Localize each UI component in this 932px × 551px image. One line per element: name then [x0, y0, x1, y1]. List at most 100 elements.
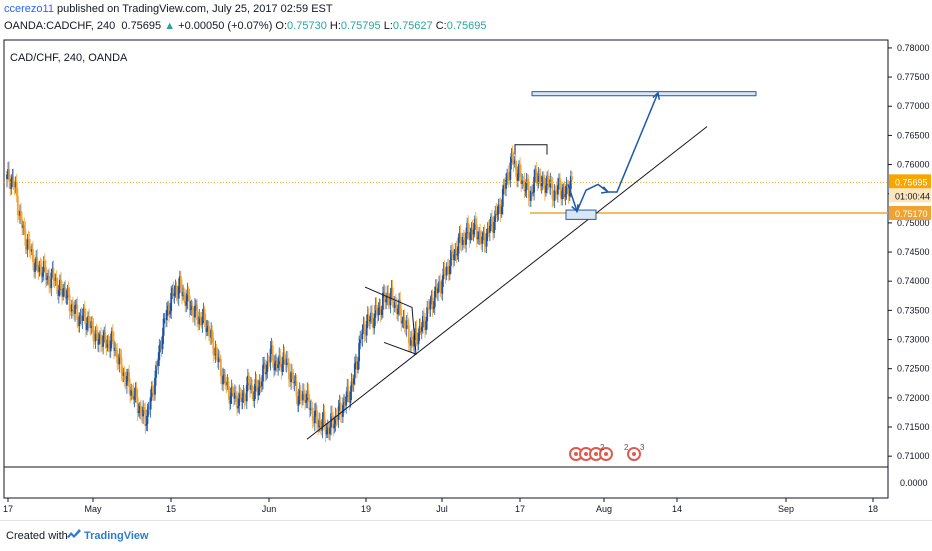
candle-body [370, 312, 372, 320]
candle-body [75, 304, 78, 306]
symbol-label: OANDA:CADCHF, 240 [4, 20, 116, 32]
candle-body [271, 345, 274, 361]
candle-body [184, 295, 187, 306]
candle-body [12, 176, 15, 187]
candle-body [202, 309, 205, 317]
candle-body [319, 420, 322, 426]
x-tick-label: Jun [262, 504, 277, 514]
candle-body [321, 418, 324, 431]
candle-body [276, 360, 278, 369]
candle-body [419, 326, 422, 332]
candle-body [300, 400, 303, 402]
price-chart[interactable]: CAD/CHF, 240, OANDA 0.78000 0.77500 0.7700… [0, 37, 932, 520]
candle-body [240, 393, 243, 403]
price-change: +0.00050 (+0.07%) [178, 20, 273, 32]
candle-body [483, 232, 486, 245]
candle-body [258, 381, 261, 388]
candle-body [377, 307, 380, 316]
candle-body [335, 415, 338, 420]
x-tick-label: Sep [778, 504, 794, 514]
candle-body [226, 381, 229, 386]
candle-body [150, 386, 153, 397]
candle-body [80, 315, 83, 322]
candle-body [186, 289, 189, 302]
candle-body [185, 301, 188, 306]
candle-body [267, 360, 270, 362]
event-dot [594, 452, 598, 456]
candle-body [522, 180, 525, 182]
candle-body [450, 250, 452, 266]
candle-body [498, 204, 501, 206]
candle-body [430, 297, 433, 300]
low-value: 0.75627 [392, 20, 433, 32]
candle-body [363, 324, 366, 335]
candle-body [428, 308, 431, 310]
candle-body [181, 287, 183, 297]
candle-body [266, 360, 269, 372]
candle-body [249, 383, 251, 390]
candle-body [488, 225, 491, 233]
candle-body [272, 360, 275, 371]
candle-body [6, 174, 8, 180]
candle-body [460, 243, 463, 246]
candle-body [167, 305, 169, 310]
candle-body [229, 395, 232, 404]
candle-body [110, 331, 113, 341]
target-zone [531, 91, 757, 97]
candle-body [344, 401, 346, 406]
y-tick-label: 0.71500 [897, 422, 930, 432]
candle-body [41, 272, 44, 277]
candle-body [338, 402, 341, 407]
candle-body [373, 317, 376, 329]
candle-body [295, 381, 298, 397]
candle-body [191, 305, 194, 316]
candle-body [209, 335, 211, 338]
candle-body [396, 304, 398, 315]
event-dot [574, 452, 578, 456]
candle-body [173, 293, 176, 297]
candle-body [539, 175, 542, 187]
event-count: 2 [624, 443, 629, 452]
candle-body [463, 237, 465, 240]
candle-body [433, 291, 436, 308]
candle-body [293, 382, 296, 384]
tradingview-logo-icon [67, 529, 81, 538]
candle-body [456, 253, 459, 256]
arrowhead-icon [571, 204, 579, 213]
candle-body [188, 295, 191, 310]
candle-body [283, 352, 286, 360]
candle-body [79, 315, 82, 317]
candle-body [265, 371, 268, 375]
candle-body [304, 393, 307, 403]
candle-body [351, 381, 354, 385]
candle-body [443, 268, 446, 275]
candle-body [393, 302, 396, 308]
candle-body [537, 173, 540, 184]
up-arrow-icon: ▲ [164, 20, 176, 32]
candle-body [255, 379, 258, 386]
candle-body [505, 179, 507, 189]
candle-body [148, 406, 151, 410]
tradingview-brand[interactable]: TradingView [84, 530, 149, 542]
candle-body [494, 210, 497, 222]
candle-body [23, 224, 26, 230]
candle-body [390, 287, 393, 294]
candle-body [102, 335, 105, 347]
candle-body [175, 285, 178, 293]
candle-body [549, 179, 552, 188]
candle-body [517, 173, 519, 181]
candle-body [103, 331, 106, 336]
candle-body [189, 308, 192, 310]
price-badges: 0.75695 01:00:44 0.75170 [889, 174, 931, 220]
candle-body [496, 214, 499, 216]
candle-body [336, 419, 339, 421]
candle-body [177, 286, 180, 299]
candle-body [285, 358, 288, 365]
candle-body [155, 365, 157, 378]
candle-body [563, 187, 566, 198]
drawings: 2 2 3 [4, 91, 888, 461]
author-link[interactable]: ccerezo11 [4, 3, 54, 15]
candle-body [468, 232, 471, 240]
candle-body [333, 424, 336, 429]
y-tick-label: 0.75000 [897, 218, 930, 228]
